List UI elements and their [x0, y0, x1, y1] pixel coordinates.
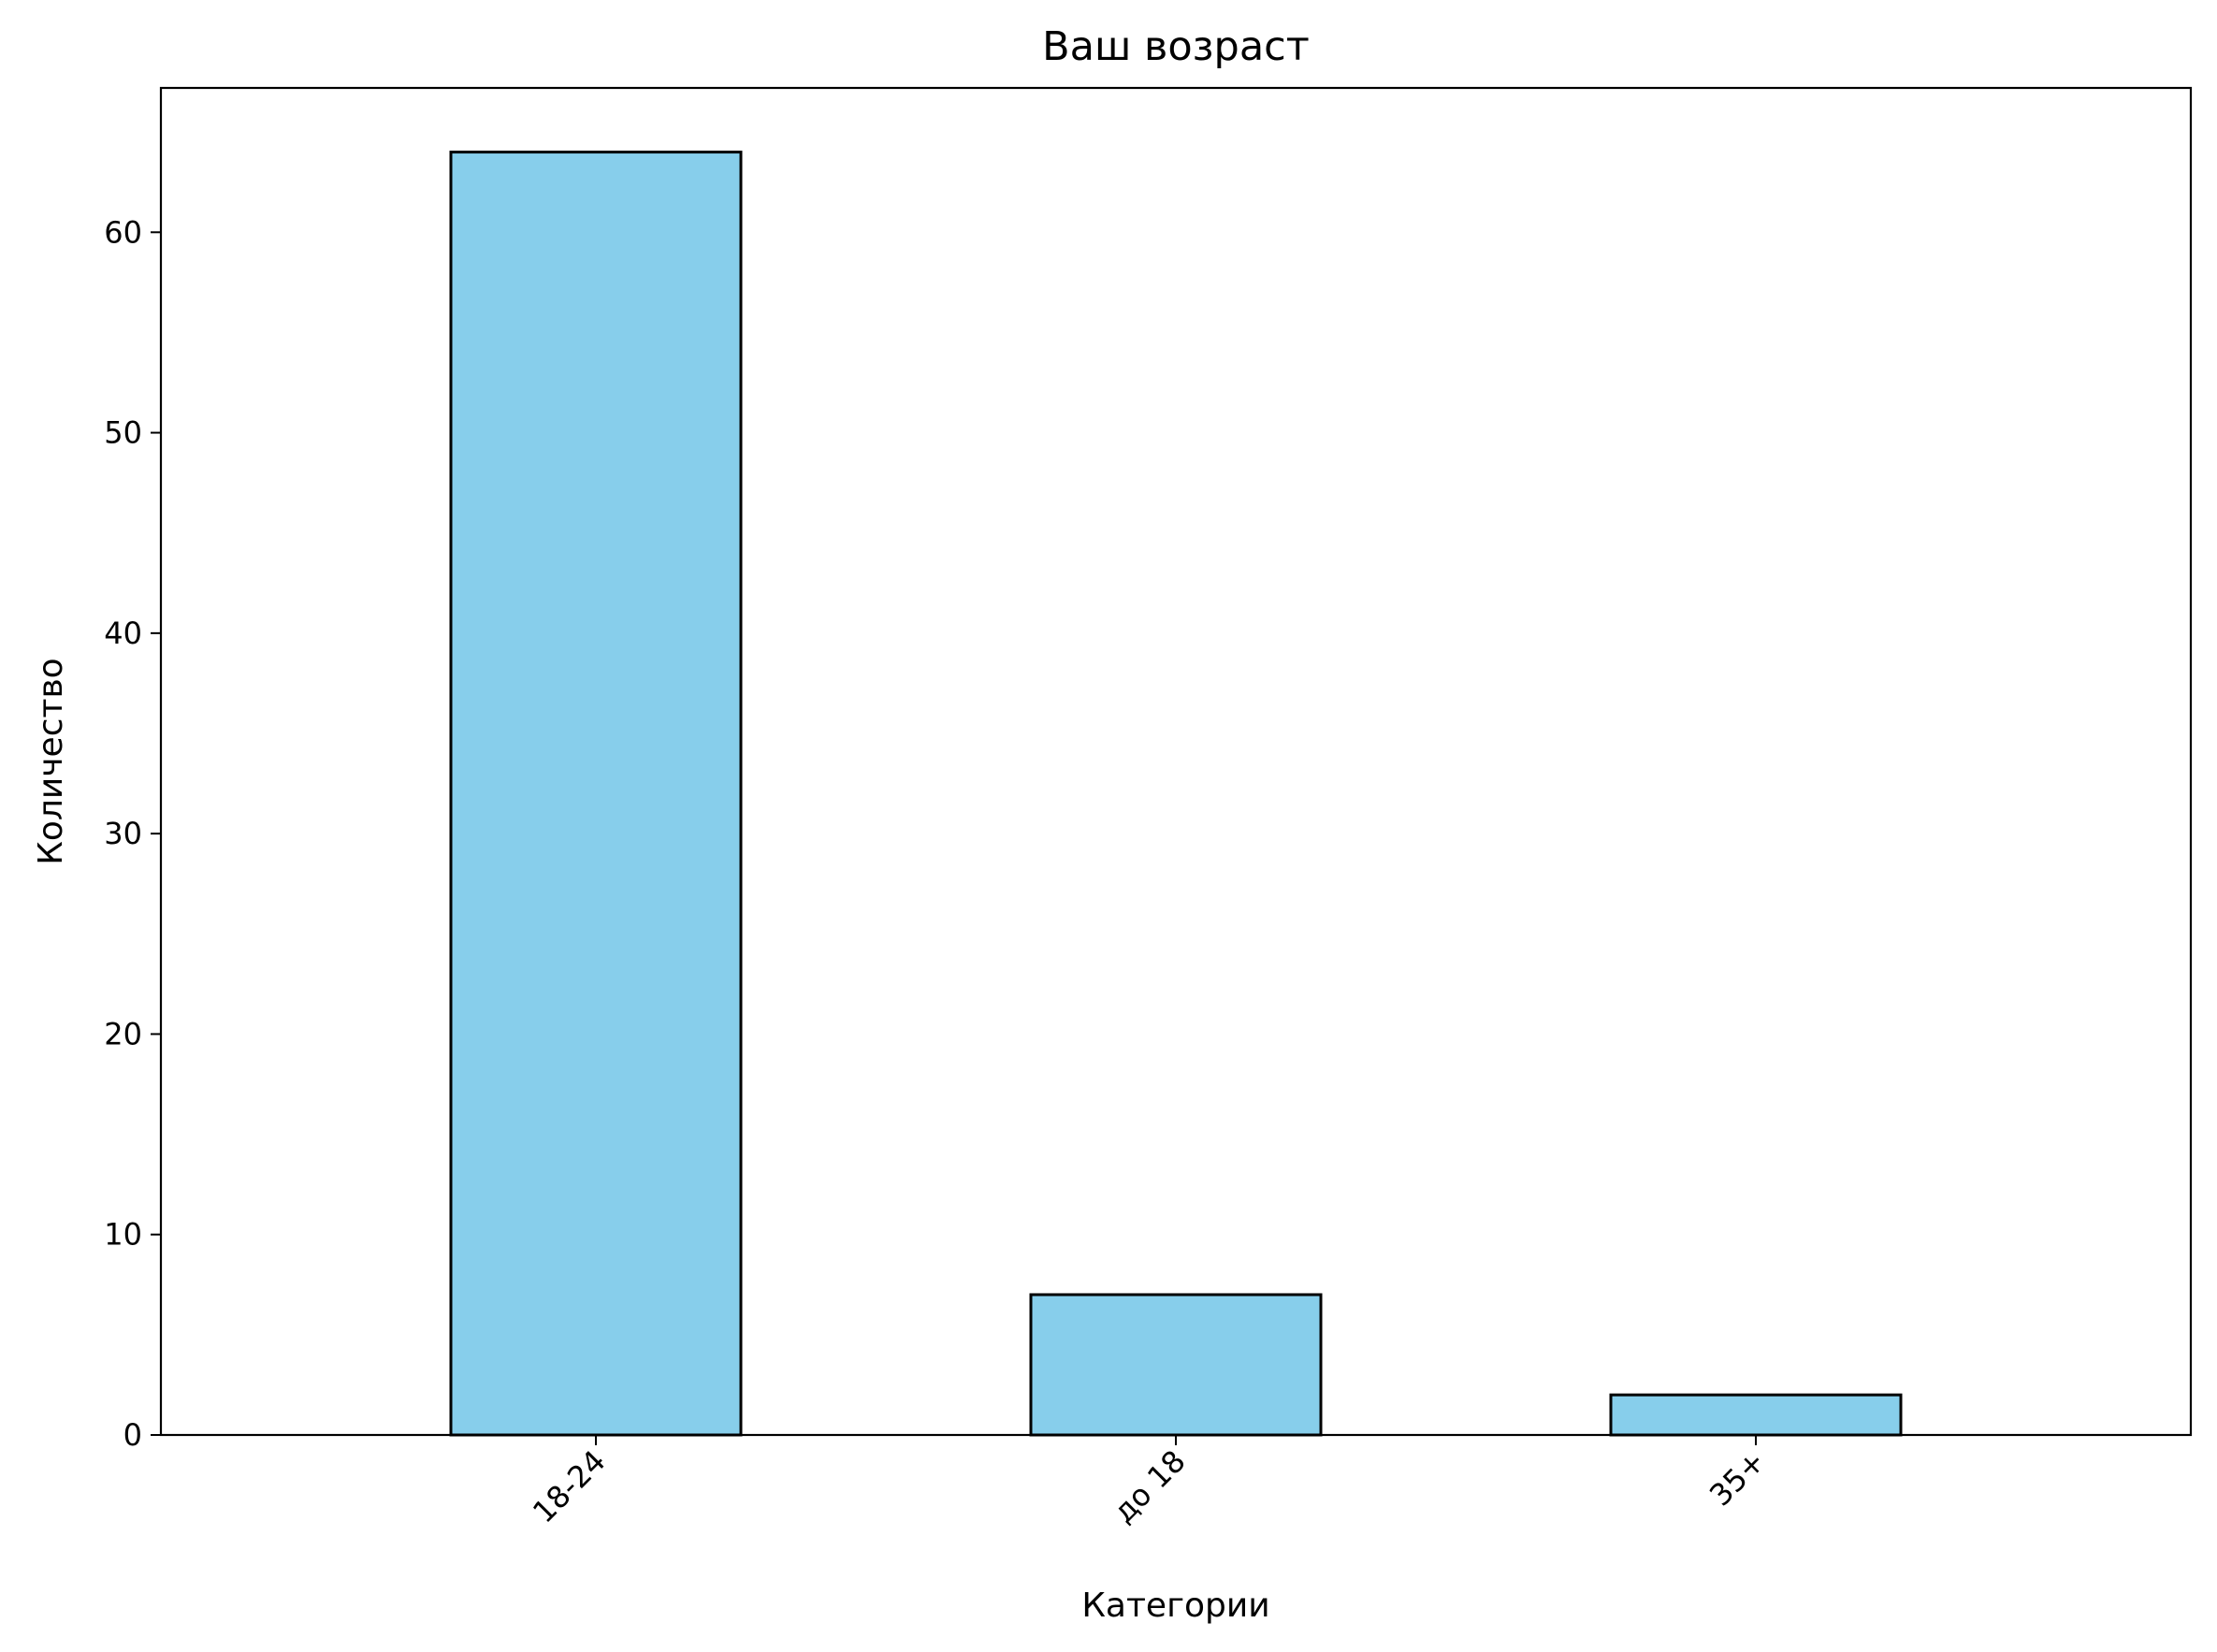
bar-2 — [1609, 1393, 1903, 1437]
bar-0 — [449, 151, 743, 1437]
y-axis-label: Количество — [32, 658, 70, 864]
y-axis: 0 10 20 30 40 50 60 — [104, 214, 161, 1453]
y-tick-label-3: 30 — [104, 816, 142, 851]
chart-title: Ваш возраст — [1042, 23, 1310, 70]
bar-1 — [1029, 1293, 1323, 1437]
plot-frame — [159, 86, 2193, 1437]
y-tick-label-5: 50 — [104, 415, 142, 451]
y-tick-label-4: 40 — [104, 616, 142, 651]
x-axis-label: Категории — [1081, 1587, 1269, 1625]
y-tick-label-0: 0 — [123, 1417, 142, 1453]
y-tick-label-6: 60 — [104, 214, 142, 250]
bars-layer — [449, 151, 1903, 1437]
y-tick-label-2: 20 — [104, 1016, 142, 1051]
y-tick-label-1: 10 — [104, 1217, 142, 1253]
